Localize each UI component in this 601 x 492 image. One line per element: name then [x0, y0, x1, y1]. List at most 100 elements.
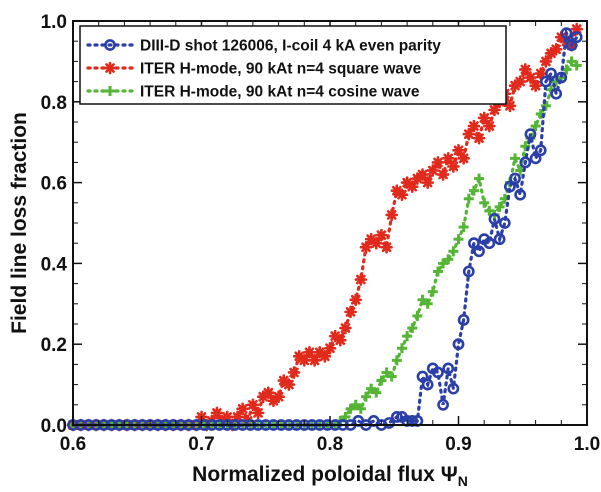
data-point — [350, 399, 361, 410]
data-point — [371, 387, 382, 398]
data-point — [571, 60, 582, 71]
data-point — [282, 378, 296, 391]
data-point — [391, 355, 402, 366]
x-tick-label: 0.8 — [317, 434, 343, 455]
data-point — [453, 234, 464, 245]
data-point — [545, 67, 557, 80]
data-point — [524, 71, 537, 84]
data-point — [549, 42, 563, 56]
data-point — [463, 193, 474, 204]
data-point — [210, 406, 224, 420]
data-point — [417, 294, 428, 305]
data-point — [385, 208, 398, 222]
data-point — [448, 246, 459, 257]
data-point — [498, 217, 511, 229]
data-point — [534, 67, 548, 80]
data-point — [432, 266, 443, 277]
data-point — [565, 39, 578, 52]
data-point — [432, 366, 444, 379]
data-point — [416, 168, 429, 181]
data-point — [452, 143, 465, 157]
series-plus — [68, 56, 582, 430]
data-point — [452, 338, 465, 351]
data-point — [272, 390, 285, 404]
data-point — [416, 370, 429, 383]
data-point — [360, 391, 371, 402]
data-point — [402, 331, 413, 342]
data-point — [333, 333, 347, 347]
data-point — [395, 188, 409, 202]
y-tick-label: 0.8 — [41, 93, 67, 114]
data-point — [354, 273, 368, 286]
data-point — [364, 232, 378, 246]
data-point — [386, 371, 397, 382]
data-point — [529, 79, 542, 92]
legend-label: ITER H-mode, 90 kAt n=4 square wave — [140, 61, 422, 78]
data-point — [380, 240, 393, 254]
data-point — [236, 402, 249, 416]
data-point — [369, 236, 383, 250]
data-point — [530, 121, 541, 132]
data-point — [355, 403, 366, 414]
data-point — [458, 222, 469, 233]
data-point — [443, 254, 454, 265]
data-point — [328, 329, 342, 343]
data-point — [345, 403, 356, 414]
data-point — [297, 354, 311, 367]
data-point — [457, 152, 470, 165]
data-point — [472, 131, 486, 145]
data-point — [566, 56, 577, 67]
ticks-layer: 0.6 0.7 0.8 0.9 1.0 0.0 0.2 0.4 0.6 0.8 1.0 — [41, 12, 601, 455]
data-point — [479, 197, 490, 208]
data-point — [447, 382, 460, 395]
data-point — [457, 314, 470, 326]
data-point — [383, 417, 396, 429]
data-point — [570, 31, 583, 44]
data-point — [519, 156, 532, 169]
data-point — [539, 55, 553, 68]
data-point — [344, 305, 357, 319]
data-point — [436, 168, 450, 181]
data-point — [468, 237, 480, 250]
data-point — [427, 286, 438, 297]
data-point — [503, 180, 516, 193]
data-point — [318, 350, 332, 363]
data-point — [405, 180, 419, 193]
data-point — [339, 321, 352, 335]
data-point — [246, 398, 260, 412]
legend-label: DIII-D shot 126006, I-coil 4 kA even par… — [140, 38, 441, 55]
data-point — [509, 172, 521, 185]
x-tick-label: 0.9 — [445, 434, 471, 455]
data-point — [349, 293, 363, 307]
data-point — [412, 310, 423, 321]
legend-entry: DIII-D shot 126006, I-coil 4 kA even par… — [86, 38, 441, 55]
data-point — [529, 152, 542, 165]
x-tick-label: 1.0 — [574, 434, 600, 455]
x-axis-subscript: N — [458, 473, 468, 489]
data-point — [534, 144, 547, 157]
x-tick-label: 0.7 — [188, 434, 214, 455]
data-point — [462, 127, 476, 141]
data-point — [390, 411, 403, 423]
legend-entry: ITER H-mode, 90 kAt n=4 square wave — [86, 61, 422, 78]
data-point — [514, 188, 527, 201]
legend-marker — [103, 61, 117, 75]
data-point — [462, 265, 475, 278]
y-tick-label: 0.2 — [41, 335, 67, 356]
data-point — [555, 71, 568, 84]
data-point — [422, 298, 433, 309]
data-point — [421, 378, 434, 391]
data-point — [441, 152, 455, 165]
data-point — [570, 22, 584, 36]
data-point — [308, 354, 321, 367]
y-tick-label: 0.6 — [41, 174, 67, 195]
legend: DIII-D shot 126006, I-coil 4 kA even par… — [79, 25, 507, 105]
data-point — [262, 386, 275, 399]
data-point — [381, 367, 392, 378]
x-axis-title: Normalized poloidal flux ΨN — [192, 463, 468, 489]
legend-label: ITER H-mode, 90 kAt n=4 cosine wave — [140, 84, 420, 101]
data-point — [483, 119, 496, 133]
data-point — [251, 406, 265, 420]
data-point — [442, 362, 455, 375]
